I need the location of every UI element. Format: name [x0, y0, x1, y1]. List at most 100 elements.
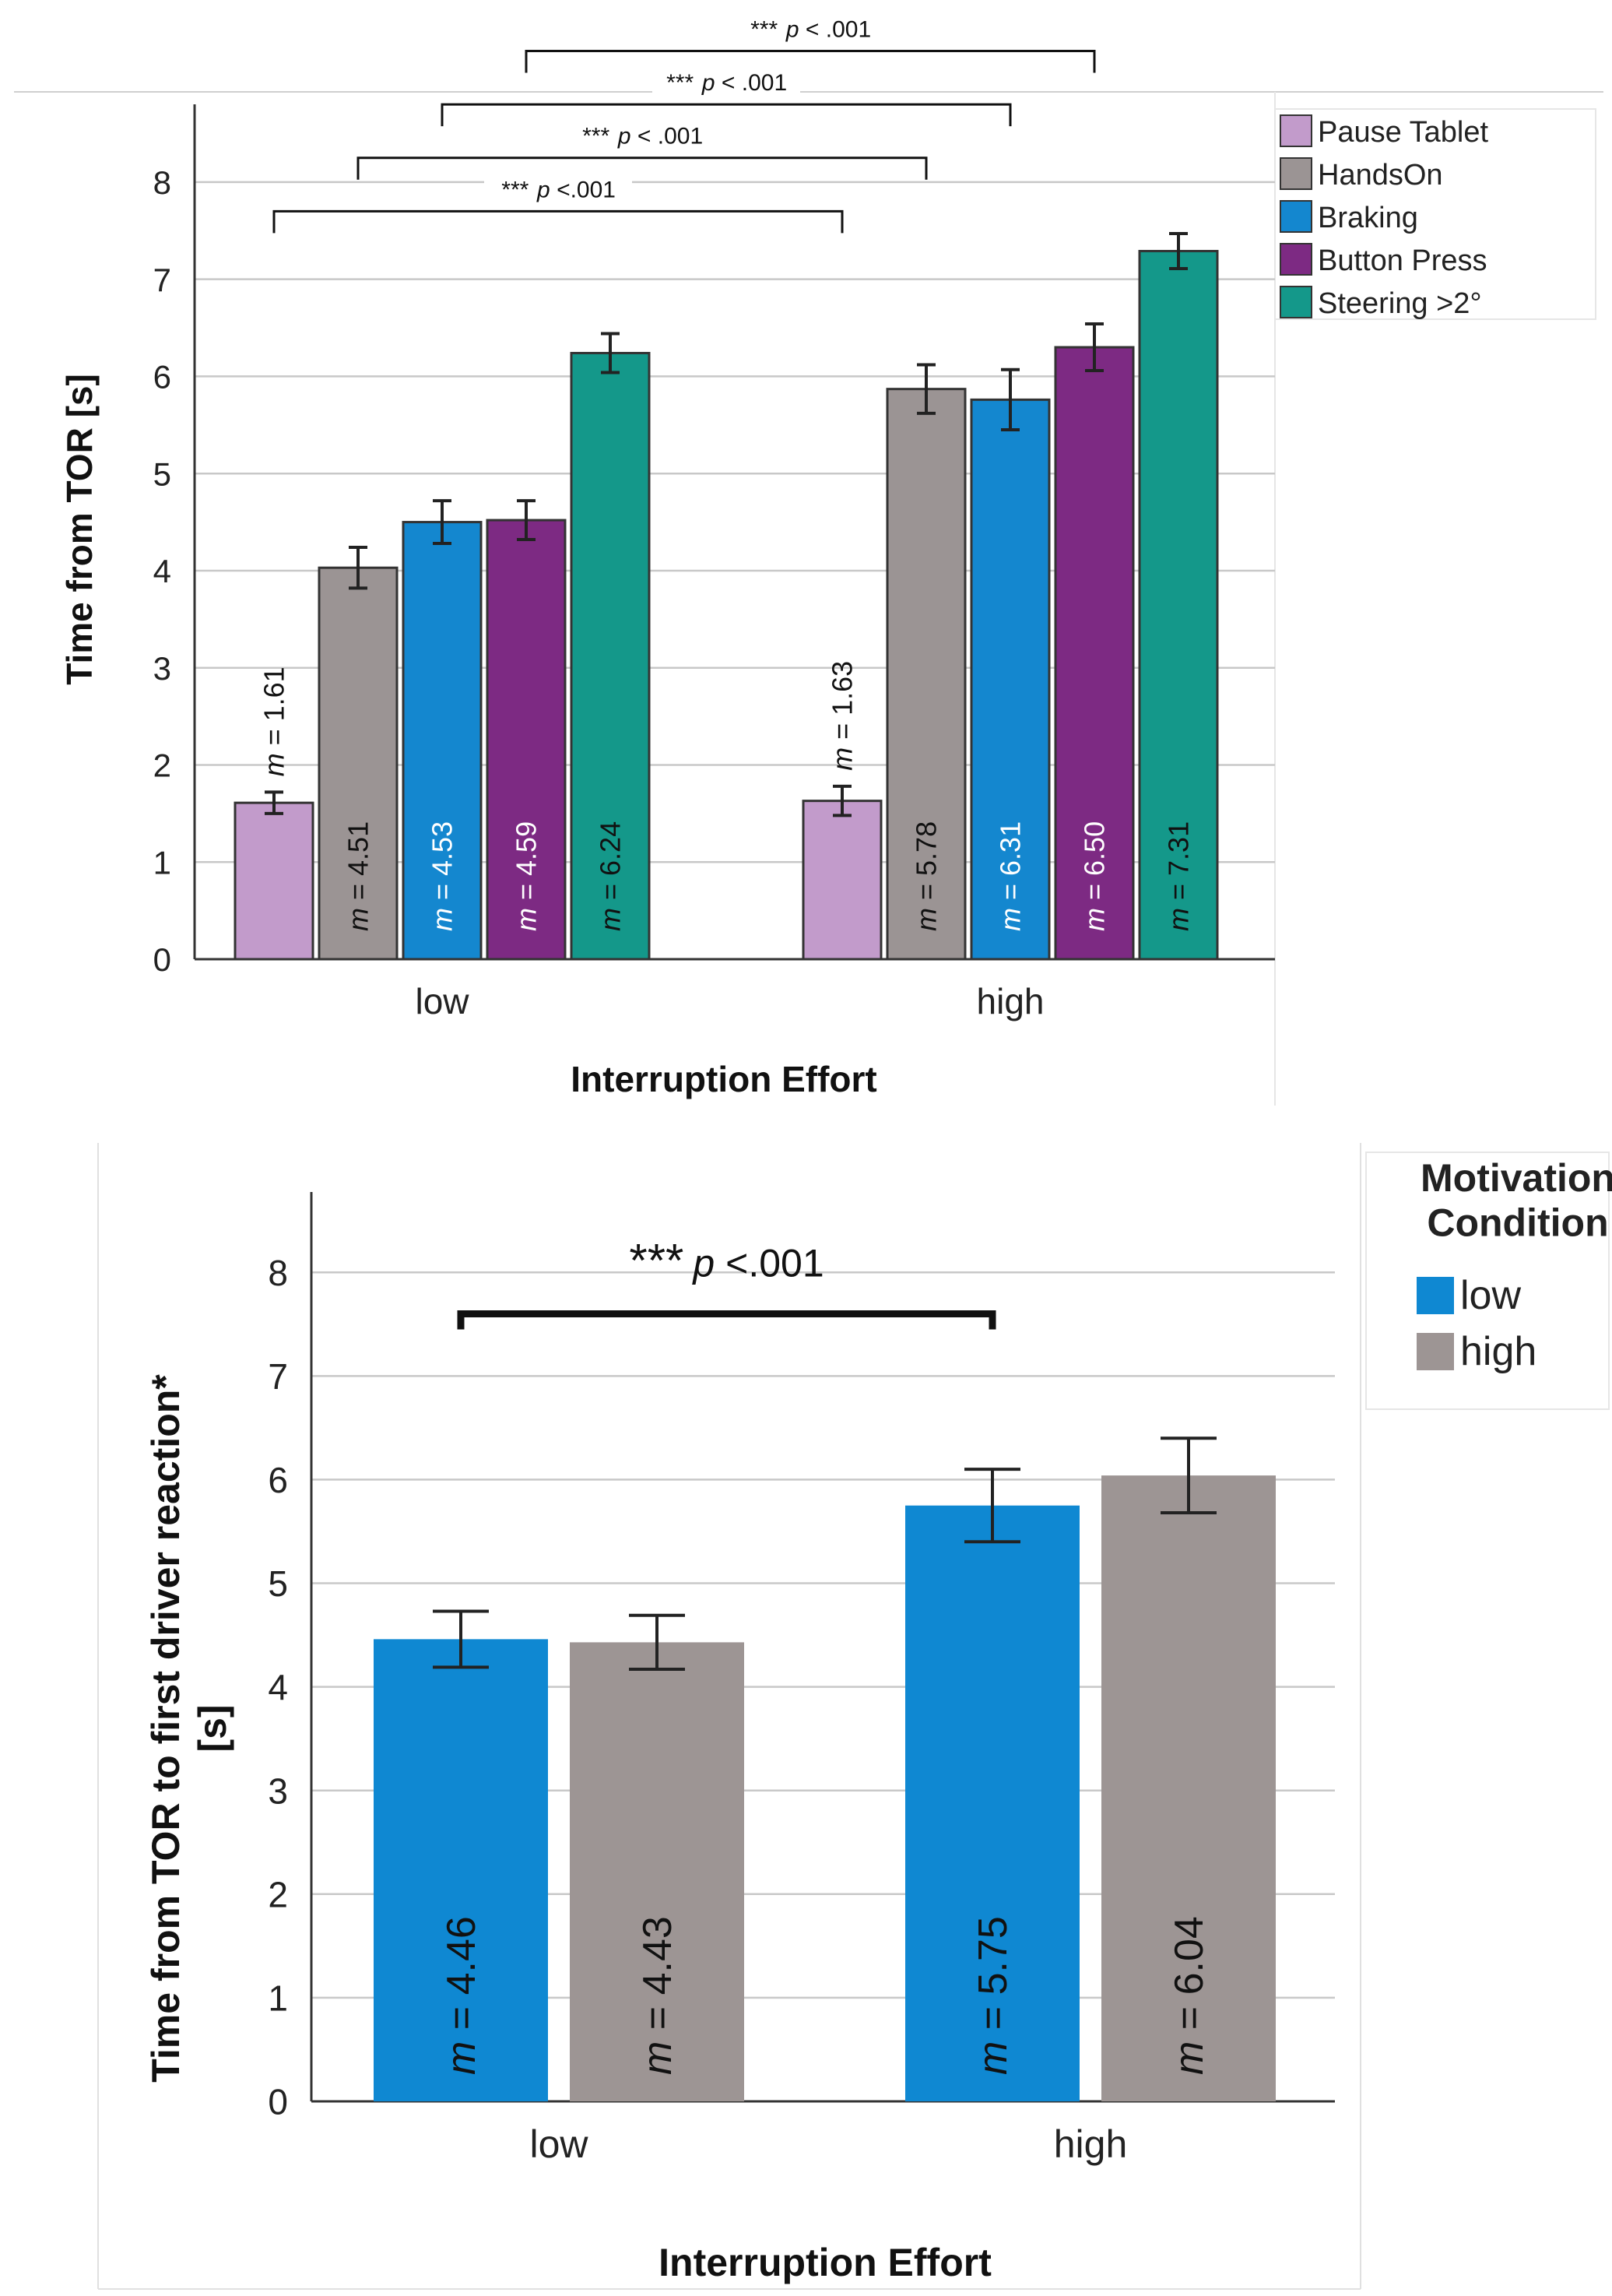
bar-low-steering-2- [570, 351, 651, 961]
bar-high-braking [970, 398, 1051, 961]
y-tick-label: 2 [153, 747, 171, 784]
legend-item: high [1417, 1329, 1536, 1374]
legend-box [1365, 1152, 1610, 1410]
value-label: m = 5.75 [971, 1916, 1016, 2075]
bar-high-handson [886, 388, 967, 961]
error-bar [433, 499, 451, 546]
bracket-label: *** p < .001 [666, 70, 787, 96]
y-tick-label: 4 [153, 553, 171, 589]
value-label: m = 4.46 [439, 1916, 484, 2075]
x-tick-labels: low high [415, 981, 1044, 1021]
significance-brackets: *** p <.001 [457, 1234, 996, 1330]
x-tick-label: low [529, 2122, 588, 2166]
legend-swatch [1417, 1277, 1454, 1314]
bracket-line [525, 49, 1096, 73]
y-tick-label: 3 [153, 650, 171, 687]
y-axis-title-line1: Time from TOR to first driver reaction* [144, 1374, 188, 2083]
y-tick-label: 3 [268, 1770, 288, 1811]
y-tick-label: 4 [268, 1667, 288, 1707]
legend-swatch [1280, 200, 1312, 233]
value-label: m = 4.59 [511, 821, 543, 931]
y-tick-label: 1 [153, 844, 171, 881]
x-tick-label: high [977, 981, 1045, 1021]
bracket-label: *** p <.001 [500, 177, 616, 202]
legend-swatch [1280, 114, 1312, 147]
y-tick-labels: 0 1 2 3 4 5 6 7 8 [153, 164, 171, 978]
error-bar [349, 546, 367, 590]
y-tick-label: 5 [268, 1563, 288, 1604]
value-labels: m = 1.61 m = 4.51 m = 4.53 m = 4.59 m = 6.24… [258, 661, 1195, 931]
x-axis-title: Interruption Effort [571, 1059, 877, 1099]
significance-bracket: *** p <.001 [457, 1234, 996, 1330]
legend-swatch [1280, 286, 1312, 318]
error-bar [629, 1613, 685, 1671]
significance-bracket: *** p < .001 [356, 124, 928, 180]
x-tick-labels: low high [529, 2122, 1127, 2166]
error-bars [265, 232, 1188, 817]
y-tick-label: 6 [268, 1460, 288, 1500]
bar-high-low [905, 1505, 1080, 2101]
y-tick-label: 0 [153, 941, 171, 978]
error-bar [917, 363, 936, 415]
x-tick-label: low [415, 981, 469, 1021]
y-tick-label: 7 [268, 1356, 288, 1397]
y-tick-label: 1 [268, 1978, 288, 2018]
legend-swatch [1280, 243, 1312, 276]
legend-title-line1: Motivation [1421, 1156, 1612, 1200]
legend-label: low [1460, 1273, 1521, 1318]
y-axis-title: Time from TOR [s] [59, 374, 100, 685]
legend: Pause Tablet HandsOn Braking Button Press St… [1280, 114, 1488, 320]
chart-interruption-effort-responses: 0 1 2 3 4 5 6 7 8 m = 1.61 m = 4.51 m = 4.53 m = 4.… [14, 16, 1603, 1106]
significance-bracket: *** p < .001 [441, 70, 1012, 127]
significance-brackets: *** p <.001 *** p < .001 *** p < .001 *** p < .… [272, 16, 1096, 234]
y-axis-title: Time from TOR to first driver reaction* … [144, 1374, 234, 2083]
value-label: m = 6.31 [995, 821, 1027, 931]
error-bars [433, 1436, 1217, 1671]
bar-low-high [570, 1642, 744, 2101]
bracket-line [441, 103, 1012, 127]
error-bar [1085, 322, 1104, 372]
y-tick-label: 0 [268, 2082, 288, 2122]
value-labels: m = 4.46 m = 4.43 m = 5.75 m = 6.04 [439, 1916, 1212, 2075]
legend-label: high [1460, 1329, 1536, 1374]
value-label: m = 6.24 [595, 821, 627, 931]
error-bar [1161, 1436, 1217, 1515]
bracket-label-bg [736, 19, 884, 50]
legend-item: Button Press [1280, 243, 1487, 277]
bracket-label: *** p < .001 [750, 16, 871, 42]
error-bar [265, 790, 283, 815]
bar-low-pause-tablet [234, 801, 314, 961]
error-bar [1169, 232, 1188, 270]
bar-high-button-press [1054, 346, 1135, 961]
bracket-label-bg [484, 180, 632, 210]
legend-item: Braking [1280, 200, 1418, 234]
legend-item: HandsOn [1280, 157, 1443, 192]
y-tick-label: 6 [153, 359, 171, 396]
x-axis-title: Interruption Effort [658, 2241, 992, 2284]
bracket-line [457, 1310, 996, 1330]
error-bar [601, 332, 620, 374]
bar-high-pause-tablet [802, 800, 883, 961]
bracket-label: *** p <.001 [629, 1234, 824, 1286]
legend-label: HandsOn [1318, 159, 1443, 192]
legend-item: low [1417, 1273, 1521, 1318]
bracket-line [272, 209, 844, 234]
value-label: m = 1.63 [827, 661, 859, 771]
legend-swatch [1280, 157, 1312, 190]
error-bar [433, 1609, 489, 1669]
error-bar [964, 1468, 1020, 1544]
legend-title-line2: Condition [1427, 1201, 1608, 1245]
value-label: m = 4.43 [635, 1916, 680, 2075]
y-tick-label: 8 [268, 1253, 288, 1293]
legend-swatch [1417, 1333, 1454, 1370]
y-tick-label: 8 [153, 164, 171, 201]
bar-low-low [374, 1639, 548, 2101]
significance-bracket: *** p < .001 [525, 16, 1096, 73]
bars [374, 1475, 1276, 2101]
bracket-label: *** p < .001 [581, 124, 703, 149]
y-tick-label: 2 [268, 1874, 288, 1915]
legend-label: Pause Tablet [1318, 116, 1488, 149]
value-label: m = 4.51 [342, 821, 374, 931]
error-bar [833, 784, 852, 817]
